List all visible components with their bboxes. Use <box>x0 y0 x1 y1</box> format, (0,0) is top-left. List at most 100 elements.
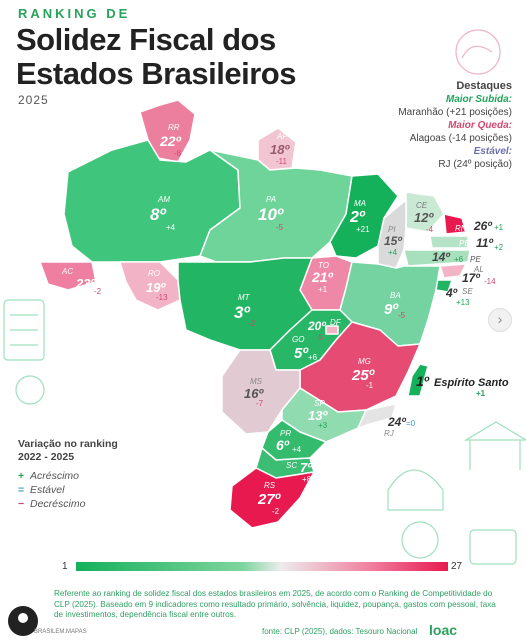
state-shape-ac[interactable] <box>39 261 97 291</box>
state-rank-pr: 6º <box>276 437 290 453</box>
state-abbr-mg: MG <box>358 357 371 366</box>
state-delta-df: -5 <box>316 333 324 342</box>
state-shape-rj[interactable] <box>357 403 397 429</box>
state-abbr-ac: AC <box>61 267 73 276</box>
legend-item-increase: + Acréscimo <box>18 470 79 482</box>
state-abbr-sp: SP <box>314 399 325 408</box>
state-shape-pi[interactable] <box>377 199 407 269</box>
legend-label-increase: Acréscimo <box>30 470 80 482</box>
state-rank-pe: 14º <box>432 250 450 264</box>
legend-title-line-2: 2022 - 2025 <box>18 451 75 463</box>
scale-max-label: 27 <box>451 561 463 572</box>
state-rank-to: 21º <box>311 269 334 285</box>
state-rank-pb: 11º <box>476 236 493 250</box>
state-delta-ro: -13 <box>156 293 168 302</box>
state-rank-df: 20º <box>307 319 326 333</box>
state-abbr-al: AL <box>473 265 484 274</box>
state-delta-ap: -11 <box>276 157 288 166</box>
state-rank-am: 8º <box>150 205 166 224</box>
state-rank-ac: 23º <box>75 276 96 291</box>
state-delta-mg: -1 <box>366 381 374 390</box>
state-shape-sp[interactable] <box>281 387 367 443</box>
state-abbr-df: DF <box>330 318 342 327</box>
state-delta-rs: -2 <box>272 507 280 516</box>
state-abbr-pi: PI <box>388 225 396 234</box>
state-abbr-pe: PE <box>470 255 481 264</box>
next-slide-button[interactable]: › <box>488 308 512 332</box>
state-labels: RR 22º -8 AP 18º -11 AM 8º +4 PA 10º -5 … <box>61 123 509 516</box>
state-abbr-sc: SC <box>286 461 297 470</box>
state-delta-ce: -4 <box>426 225 434 234</box>
state-delta-sp: +3 <box>318 421 328 430</box>
legend-title-line-1: Variação no ranking <box>18 438 118 450</box>
state-rank-ap: 18º <box>270 142 290 157</box>
state-shape-pe[interactable] <box>403 249 471 267</box>
state-rank-rj: 24º <box>387 415 406 429</box>
states-layer <box>39 99 471 529</box>
state-abbr-to: TO <box>318 261 329 270</box>
state-delta-pe: +6 <box>454 255 464 264</box>
state-delta-pi: +4 <box>388 248 398 257</box>
state-rank-pa: 10º <box>258 205 284 224</box>
state-delta-ba: -5 <box>398 311 406 320</box>
state-rank-ma: 2º <box>349 209 366 226</box>
footnote-text: Referente ao ranking de solidez fiscal d… <box>54 589 496 619</box>
state-rank-es: 1º <box>416 373 430 389</box>
state-abbr-ap: AP <box>276 132 288 141</box>
state-shape-ro[interactable] <box>119 261 181 311</box>
state-shape-es[interactable] <box>407 363 429 397</box>
state-abbr-am: AM <box>157 195 170 204</box>
page-title-line-1: Solidez Fiscal dos <box>16 22 276 57</box>
state-rank-rr: 22º <box>159 133 182 149</box>
legend-item-stable: = Estável <box>18 484 64 496</box>
page-title-line-2: Estados Brasileiros <box>16 56 296 91</box>
state-shape-pb[interactable] <box>429 235 469 249</box>
state-rank-ba: 9º <box>384 301 399 318</box>
state-abbr-rs: RS <box>264 481 276 490</box>
state-rank-go: 5º <box>294 345 309 362</box>
legend-label-decrease: Decréscimo <box>30 498 86 510</box>
state-rank-mg: 25º <box>351 367 376 384</box>
state-abbr-mt: MT <box>238 293 251 302</box>
state-delta-sc: +8 <box>302 475 312 484</box>
state-shape-rn[interactable] <box>443 213 467 235</box>
state-abbr-se: SE <box>462 287 473 296</box>
state-rank-rs: 27º <box>257 491 282 508</box>
scale-min-label: 1 <box>62 561 68 572</box>
state-delta-ms: -7 <box>256 399 264 408</box>
state-delta-am: +4 <box>166 223 176 232</box>
state-rank-pi: 15º <box>384 234 402 248</box>
state-abbr-pr: PR <box>280 429 291 438</box>
chevron-right-icon: › <box>497 311 503 327</box>
state-abbr-rn: RN <box>455 224 467 233</box>
state-rank-sp: 13º <box>308 408 328 423</box>
state-delta-rr: -8 <box>174 149 182 158</box>
legend-item-decrease: − Decréscimo <box>18 498 85 510</box>
state-delta-rj: =0 <box>406 419 416 428</box>
state-rank-sc: 7º <box>300 460 313 475</box>
state-delta-mt: -2 <box>248 319 256 328</box>
state-rank-mt: 3º <box>234 303 250 322</box>
stable-label: Estável: <box>473 146 512 157</box>
legend-label-stable: Estável <box>30 484 65 496</box>
top-fall-value: Alagoas (-14 posições) <box>409 133 512 144</box>
state-abbr-ce: CE <box>416 201 428 210</box>
state-delta-al: -14 <box>484 277 496 286</box>
state-shape-rs[interactable] <box>229 467 315 529</box>
state-shape-df[interactable] <box>325 325 339 335</box>
state-rank-ro: 19º <box>146 280 166 295</box>
state-rank-rn: 26º <box>473 219 492 233</box>
state-delta-pr: +4 <box>292 445 302 454</box>
brand-logo: loac <box>429 622 458 638</box>
state-abbr-rj: RJ <box>384 429 395 438</box>
top-rise-value: Maranhão (+21 posições) <box>398 107 512 118</box>
user-icon <box>18 613 28 623</box>
equals-icon: = <box>18 484 25 496</box>
plus-icon: + <box>18 470 25 482</box>
state-rank-al: 17º <box>462 271 480 285</box>
state-shape-ma[interactable] <box>329 173 399 259</box>
account-handle: BRASILEM.MAPAS <box>34 629 87 635</box>
state-delta-rn: +1 <box>494 223 504 232</box>
state-delta-ac: -2 <box>94 287 102 296</box>
state-shape-al[interactable] <box>439 263 467 279</box>
